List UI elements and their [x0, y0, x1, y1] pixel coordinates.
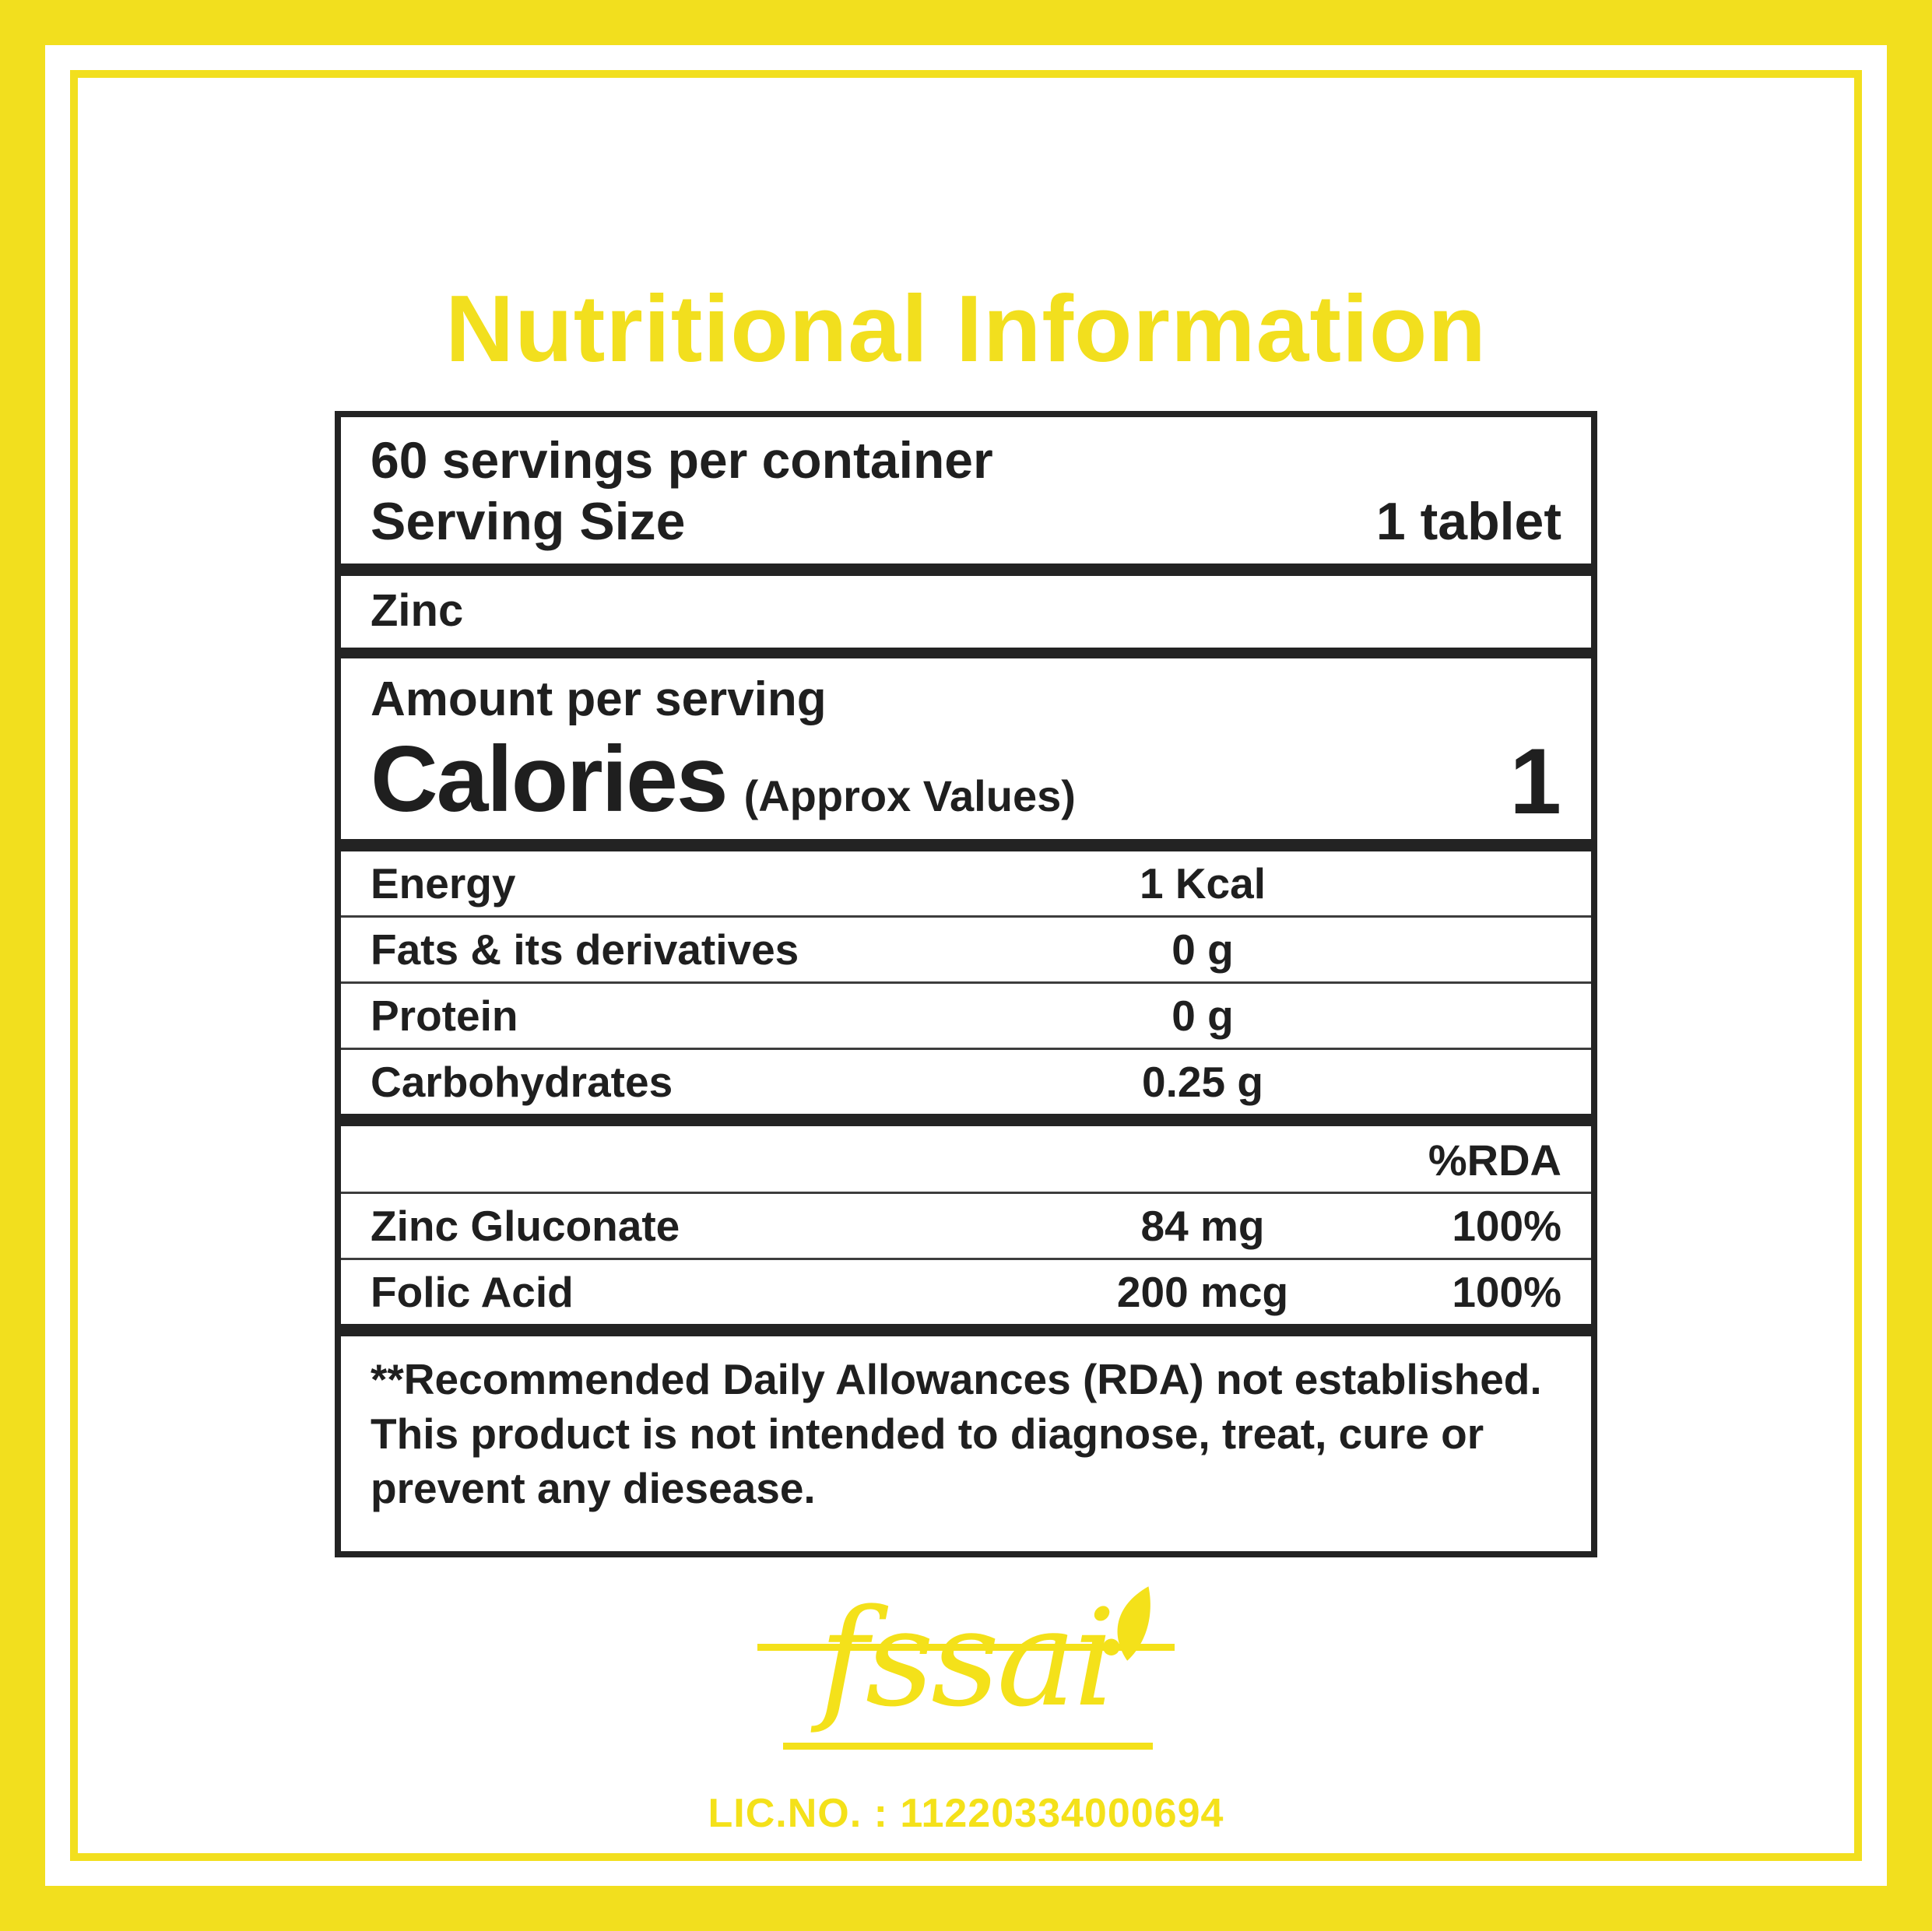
rda-column-header: %RDA [1428, 1136, 1561, 1185]
servings-per-container: 60 servings per container [371, 431, 993, 489]
thick-divider [341, 839, 1591, 851]
nutrient-value: 0 g [1171, 925, 1234, 974]
nutrient-label: Fats & its derivatives [371, 925, 799, 974]
calories-row: Calories (Approx Values) 1 [341, 727, 1591, 839]
ingredient-amount: 84 mg [1140, 1202, 1265, 1250]
ingredient-rda-percent: 100% [1452, 1202, 1561, 1250]
inner-yellow-border [70, 70, 1862, 1861]
thick-divider [341, 564, 1591, 576]
product-name: Zinc [371, 585, 464, 636]
footnote-line: **Recommended Daily Allowances (RDA) not… [371, 1355, 1542, 1403]
nutrient-label: Protein [371, 992, 518, 1040]
calories-note: (Approx Values) [743, 771, 1076, 820]
nutrition-table: 60 servings per container Serving Size 1… [335, 411, 1597, 1557]
ingredient-label: Folic Acid [371, 1268, 574, 1316]
fssai-logo-top-rule [757, 1644, 1175, 1651]
nutrient-row-carbohydrates: Carbohydrates 0.25 g [341, 1050, 1591, 1114]
thin-divider [341, 981, 1591, 984]
ingredient-label: Zinc Gluconate [371, 1202, 680, 1250]
thick-divider [341, 1324, 1591, 1336]
fssai-logo: fssai [748, 1581, 1184, 1775]
footnote-line: prevent any diesease. [371, 1464, 816, 1512]
thick-divider [341, 648, 1591, 658]
thin-divider [341, 915, 1591, 918]
nutrient-label: Energy [371, 859, 516, 908]
thick-divider [341, 1114, 1591, 1126]
amount-per-serving-label: Amount per serving [371, 672, 827, 726]
fssai-logo-text: fssai [819, 1580, 1116, 1736]
nutrient-value: 1 Kcal [1139, 859, 1266, 908]
nutrient-row-fats: Fats & its derivatives 0 g [341, 918, 1591, 981]
serving-size-row: Serving Size 1 tablet [341, 490, 1591, 564]
nutrient-value: 0 g [1171, 992, 1234, 1040]
nutrient-label: Carbohydrates [371, 1058, 673, 1106]
serving-size-value: 1 tablet [1375, 492, 1561, 551]
nutrient-row-protein: Protein 0 g [341, 984, 1591, 1048]
license-number: LIC.NO. : 11220334000694 [708, 1791, 1224, 1836]
ingredient-amount: 200 mcg [1116, 1268, 1289, 1316]
calories-label: Calories [371, 727, 729, 831]
nutrient-row-energy: Energy 1 Kcal [341, 851, 1591, 915]
rda-row-zinc-gluconate: Zinc Gluconate 84 mg 100% [341, 1194, 1591, 1258]
rda-row-folic-acid: Folic Acid 200 mcg 100% [341, 1260, 1591, 1324]
serving-size-label: Serving Size [371, 492, 686, 551]
footnote-line: This product is not intended to diagnose… [371, 1410, 1484, 1458]
ingredient-rda-percent: 100% [1452, 1268, 1561, 1316]
fssai-leaf-icon [1102, 1586, 1150, 1661]
rda-footnote: **Recommended Daily Allowances (RDA) not… [341, 1336, 1591, 1551]
page-title: Nutritional Information [445, 276, 1487, 381]
calories-value: 1 [1509, 729, 1561, 834]
nutrient-value: 0.25 g [1142, 1058, 1263, 1106]
thin-divider [341, 1048, 1591, 1050]
thin-divider [341, 1192, 1591, 1194]
fssai-logo-underline [783, 1743, 1153, 1750]
thin-divider [341, 1258, 1591, 1260]
